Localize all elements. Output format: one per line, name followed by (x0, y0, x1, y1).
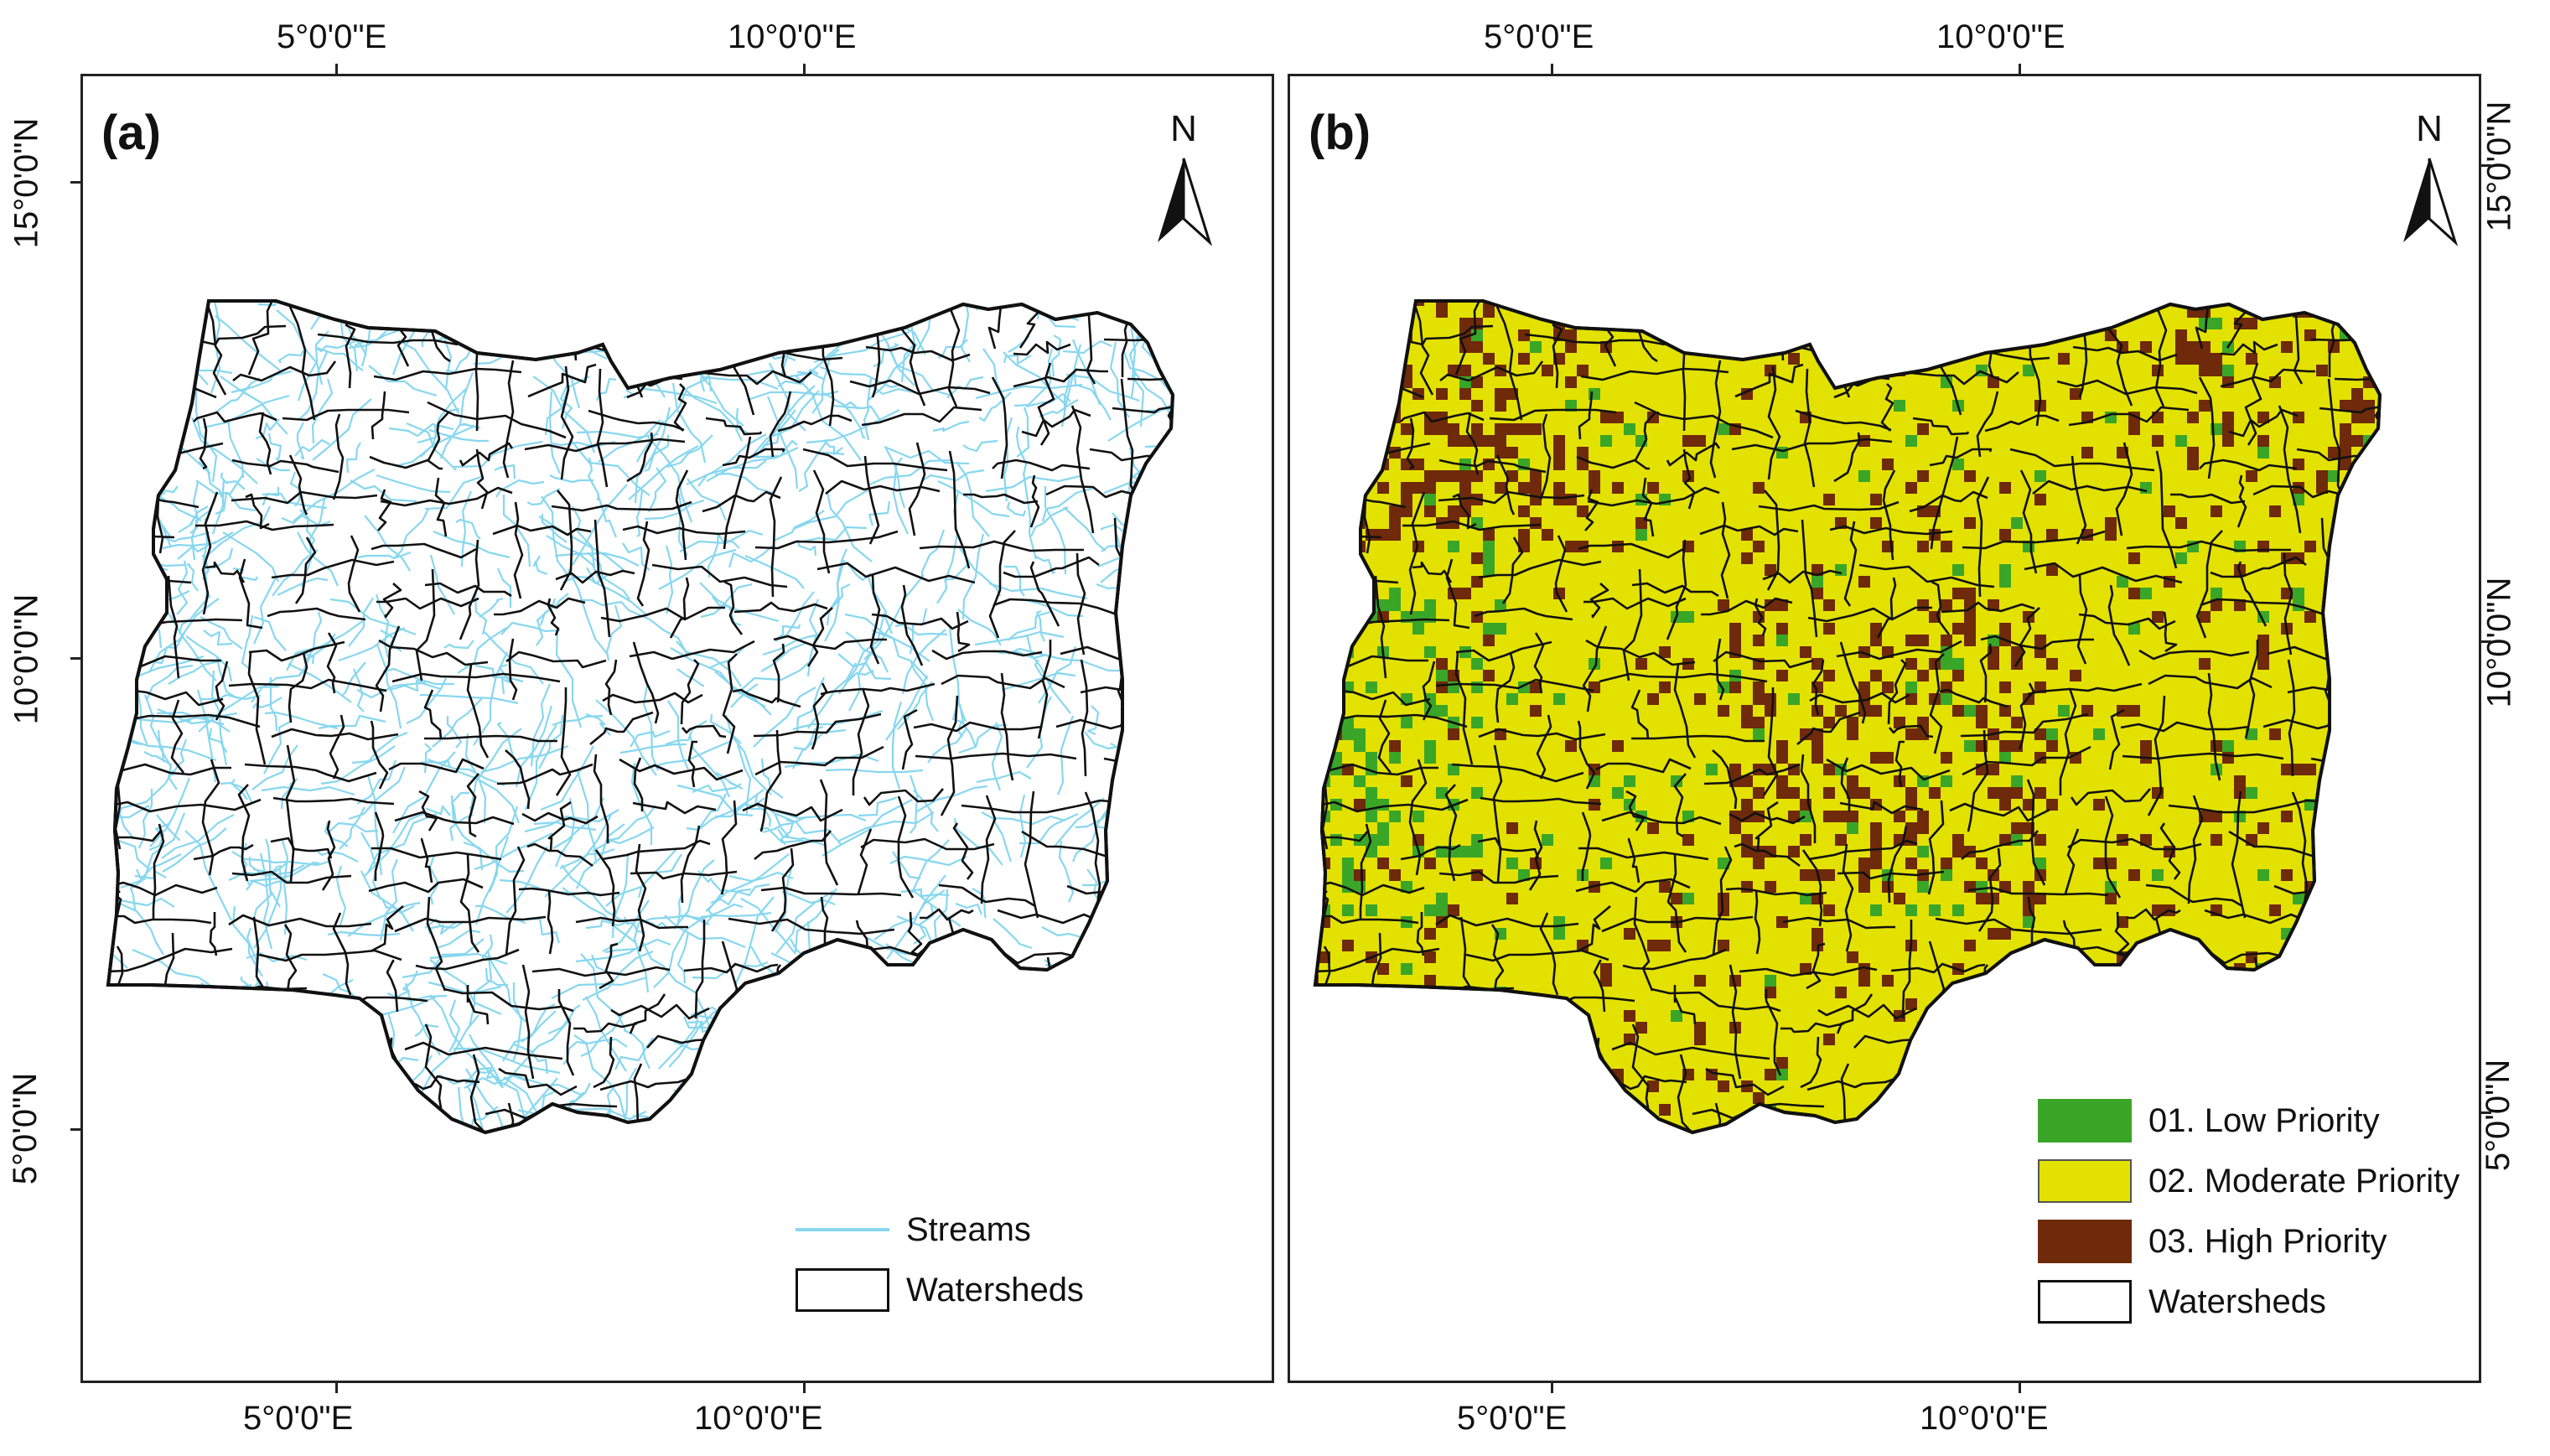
tick-mark (70, 1128, 80, 1131)
lon-tick-top-b-2: 10°0'0"E (1936, 18, 2065, 55)
legend-row-watersheds: Watersheds (796, 1260, 1084, 1320)
watersheds-swatch-b (2038, 1280, 2132, 1324)
legend-row-high: 03. High Priority (2038, 1211, 2459, 1272)
legend-moderate-label: 02. Moderate Priority (2148, 1162, 2460, 1200)
tick-mark (335, 64, 338, 74)
high-swatch (2038, 1220, 2132, 1263)
tick-mark (803, 1383, 806, 1393)
legend-row-watersheds-b: Watersheds (2038, 1272, 2459, 1332)
lat-tick-left-3: 5°0'0"N (7, 1072, 44, 1185)
legend-watersheds-label-b: Watersheds (2148, 1282, 2326, 1320)
legend-row-streams: Streams (796, 1200, 1084, 1260)
tick-mark (2019, 64, 2021, 74)
north-letter-b: N (2416, 108, 2443, 149)
legend-low-label: 01. Low Priority (2148, 1101, 2380, 1139)
panel-label-a: (a) (101, 106, 161, 160)
lon-tick-top-a-2: 10°0'0"E (728, 18, 857, 55)
map-panel-b: (b) N 01. Low Priority 02. Moderate Prio… (1288, 74, 2481, 1383)
tick-mark (1551, 1383, 1553, 1393)
legend-row-low: 01. Low Priority (2038, 1091, 2459, 1151)
legend-high-label: 03. High Priority (2148, 1222, 2387, 1260)
tick-mark (2481, 1111, 2491, 1114)
panel-label-b: (b) (1309, 106, 1371, 160)
moderate-swatch (2038, 1159, 2132, 1203)
lon-tick-bottom-b-2: 10°0'0"E (1920, 1400, 2049, 1437)
map-panel-a: (a) N Streams Watersheds (80, 74, 1274, 1383)
lon-tick-bottom-a-1: 5°0'0"E (243, 1400, 354, 1437)
north-arrow: N (1146, 108, 1221, 259)
north-arrow-icon (1158, 158, 1213, 246)
streams-swatch (796, 1208, 889, 1251)
north-arrow-b: N (2392, 108, 2467, 259)
legend-b: 01. Low Priority 02. Moderate Priority 0… (2038, 1091, 2459, 1332)
lat-tick-right-3: 5°0'0"N (2480, 1059, 2517, 1172)
lon-tick-top-b-1: 5°0'0"E (1484, 18, 1594, 55)
tick-mark (70, 181, 80, 184)
lat-tick-left-1: 15°0'0"N (8, 117, 45, 249)
tick-mark (803, 64, 806, 74)
north-arrow-icon (2403, 158, 2459, 246)
tick-mark (2481, 164, 2491, 167)
tick-mark (335, 1383, 338, 1393)
streams-map (106, 299, 1175, 1135)
tick-mark (1551, 64, 1553, 74)
tick-mark (2019, 1383, 2021, 1393)
tick-mark (2481, 640, 2491, 643)
legend-streams-label: Streams (906, 1210, 1031, 1248)
legend-a: Streams Watersheds (796, 1200, 1084, 1320)
lon-tick-top-a-1: 5°0'0"E (277, 18, 387, 55)
lon-tick-bottom-a-2: 10°0'0"E (694, 1400, 823, 1437)
tick-mark (70, 657, 80, 660)
north-letter: N (1170, 108, 1197, 149)
priority-map (1313, 299, 2382, 1135)
lat-tick-left-2: 10°0'0"N (8, 593, 45, 725)
watersheds-swatch (796, 1268, 889, 1312)
legend-watersheds-label: Watersheds (906, 1271, 1084, 1308)
lon-tick-bottom-b-1: 5°0'0"E (1457, 1400, 1568, 1437)
low-swatch (2038, 1099, 2132, 1143)
legend-row-moderate: 02. Moderate Priority (2038, 1151, 2459, 1211)
